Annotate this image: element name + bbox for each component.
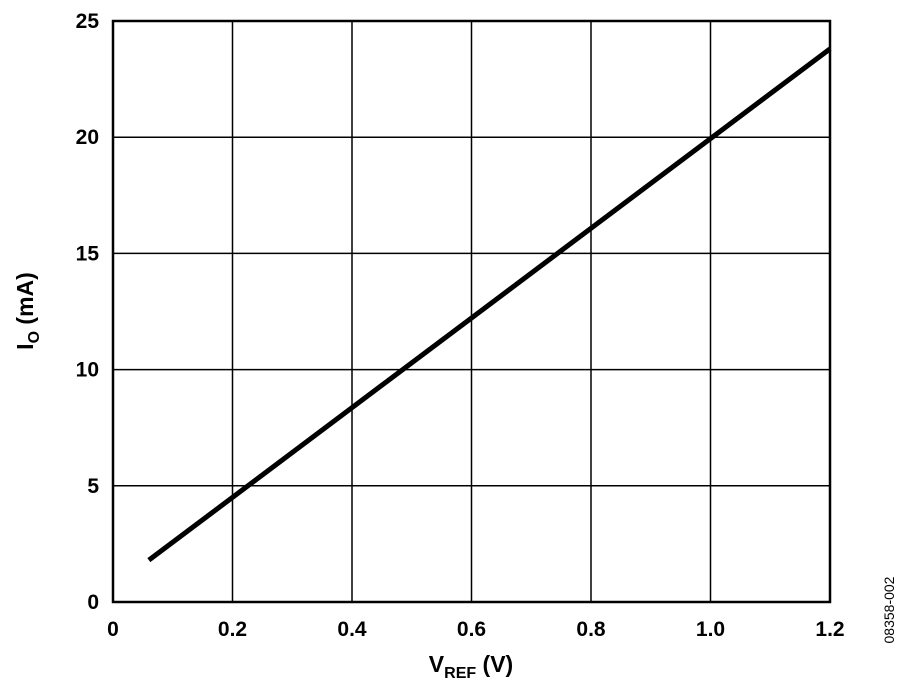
y-tick-label-2: 10	[76, 359, 99, 382]
x-tick-label-0: 0	[107, 618, 119, 641]
x-axis-title-main: V	[429, 651, 445, 677]
series-layer	[147, 46, 832, 563]
y-tick-label-0: 0	[87, 591, 99, 614]
x-axis-title-sub: REF	[444, 665, 476, 682]
y-axis-title-unit: (mA)	[12, 272, 38, 331]
y-tick-label-4: 20	[76, 126, 99, 149]
y-axis-tick-labels: 0 5 10 15 20 25	[76, 10, 100, 614]
grid	[112, 20, 831, 603]
y-tick-label-5: 25	[76, 10, 100, 33]
y-axis-title: IO (mA)	[12, 272, 43, 350]
y-tick-label-1: 5	[87, 475, 99, 498]
x-tick-label-5: 1.0	[696, 618, 725, 641]
y-tick-label-3: 15	[76, 242, 100, 265]
y-axis-title-main: I	[12, 343, 38, 349]
x-axis-tick-labels: 0 0.2 0.4 0.6 0.8 1.0 1.2	[107, 618, 844, 641]
x-axis-title: VREF (V)	[429, 651, 513, 682]
y-axis-title-sub: O	[26, 331, 43, 343]
x-tick-label-2: 0.4	[337, 618, 367, 641]
x-tick-label-3: 0.6	[457, 618, 486, 641]
x-tick-label-6: 1.2	[815, 618, 844, 641]
plot-frame	[111, 19, 832, 604]
x-tick-label-4: 0.8	[576, 618, 606, 641]
x-tick-label-1: 0.2	[218, 618, 247, 641]
x-axis-title-unit: (V)	[476, 651, 513, 677]
series-line-0	[147, 46, 832, 563]
figure-id: 08358-002	[881, 576, 897, 643]
